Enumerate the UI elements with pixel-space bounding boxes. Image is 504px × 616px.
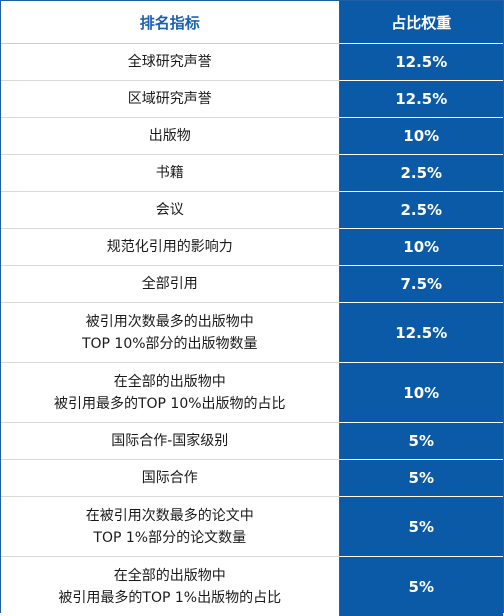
criteria-text: 国际合作 <box>1 467 339 489</box>
criteria-text: 国际合作-国家级别 <box>1 430 339 452</box>
weight-cell: 2.5% <box>339 192 503 229</box>
table-header-row: 排名指标 占比权重 <box>1 1 503 44</box>
criteria-text: TOP 10%部分的出版物数量 <box>1 333 339 355</box>
weight-cell: 10% <box>339 229 503 266</box>
header-criteria: 排名指标 <box>1 1 339 44</box>
criteria-cell: 全球研究声誉 <box>1 44 339 81</box>
weight-cell: 5% <box>339 497 503 557</box>
weight-cell: 12.5% <box>339 81 503 118</box>
criteria-text: 书籍 <box>1 162 339 184</box>
criteria-text: 出版物 <box>1 125 339 147</box>
criteria-cell: 出版物 <box>1 118 339 155</box>
criteria-text: 被引用次数最多的出版物中 <box>1 311 339 333</box>
criteria-text: 全部引用 <box>1 273 339 295</box>
weight-cell: 5% <box>339 557 503 616</box>
weight-cell: 2.5% <box>339 155 503 192</box>
criteria-text: 在被引用次数最多的论文中 <box>1 505 339 527</box>
criteria-text: 被引用最多的TOP 1%出版物的占比 <box>1 587 339 609</box>
criteria-text: 在全部的出版物中 <box>1 371 339 393</box>
criteria-cell: 会议 <box>1 192 339 229</box>
criteria-cell: 在全部的出版物中被引用最多的TOP 1%出版物的占比 <box>1 557 339 616</box>
criteria-text: 在全部的出版物中 <box>1 565 339 587</box>
criteria-text: 被引用最多的TOP 10%出版物的占比 <box>1 393 339 415</box>
criteria-cell: 在全部的出版物中被引用最多的TOP 10%出版物的占比 <box>1 363 339 423</box>
criteria-cell: 全部引用 <box>1 266 339 303</box>
weight-cell: 12.5% <box>339 303 503 363</box>
weight-cell: 5% <box>339 423 503 460</box>
criteria-text: TOP 1%部分的论文数量 <box>1 527 339 549</box>
criteria-text: 全球研究声誉 <box>1 51 339 73</box>
weight-cell: 10% <box>339 363 503 423</box>
criteria-text: 规范化引用的影响力 <box>1 236 339 258</box>
weight-cell: 5% <box>339 460 503 497</box>
weight-cell: 7.5% <box>339 266 503 303</box>
criteria-cell: 区域研究声誉 <box>1 81 339 118</box>
criteria-text: 会议 <box>1 199 339 221</box>
weight-cell: 10% <box>339 118 503 155</box>
criteria-text: 区域研究声誉 <box>1 88 339 110</box>
criteria-cell: 国际合作 <box>1 460 339 497</box>
header-weight: 占比权重 <box>339 1 503 44</box>
criteria-cell: 国际合作-国家级别 <box>1 423 339 460</box>
criteria-cell: 书籍 <box>1 155 339 192</box>
criteria-cell: 规范化引用的影响力 <box>1 229 339 266</box>
weight-cell: 12.5% <box>339 44 503 81</box>
